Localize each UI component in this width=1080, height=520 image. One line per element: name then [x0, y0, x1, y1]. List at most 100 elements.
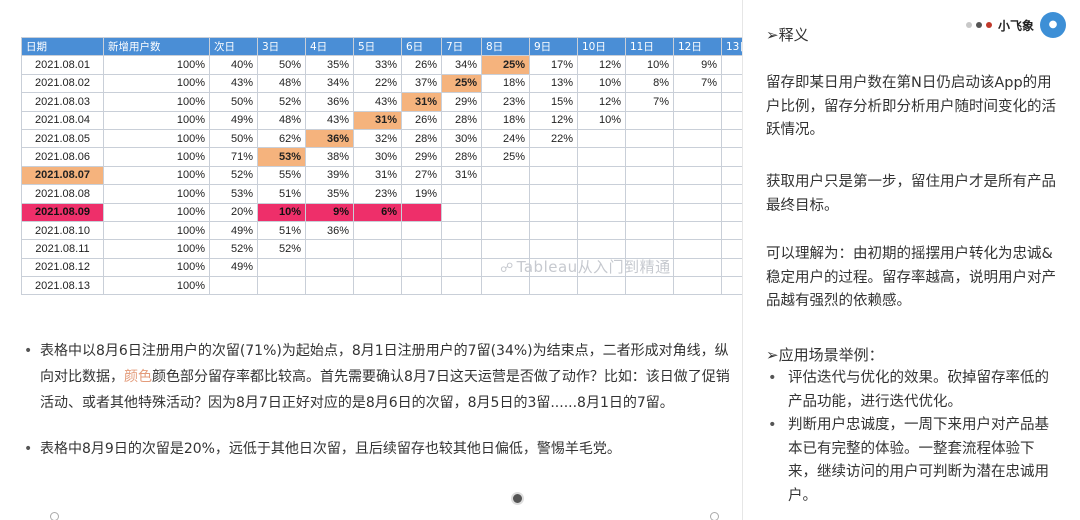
brand-dots-icon	[965, 22, 992, 28]
table-row: 2021.08.08 100% 53% 51% 35% 23% 19%	[21, 184, 770, 204]
table-cell: 12%	[577, 92, 626, 112]
table-cell	[441, 239, 482, 259]
cursor-icon	[511, 492, 524, 505]
table-cell	[353, 220, 402, 241]
brand-name: 小飞象	[997, 18, 1034, 33]
table-cell	[673, 257, 722, 278]
table-cell: 100%	[103, 55, 210, 75]
table-cell	[257, 276, 306, 296]
table-row: 2021.08.09 100% 20% 10% 9% 6%	[21, 202, 770, 222]
table-cell: 25%	[481, 55, 530, 75]
table-cell: 52%	[257, 239, 306, 259]
table-cell: 43%	[353, 92, 402, 112]
table-cell: 29%	[401, 147, 442, 167]
table-cell	[577, 257, 626, 278]
table-cell	[441, 276, 482, 296]
column-header: 12日	[673, 36, 722, 57]
table-cell	[401, 202, 442, 222]
table-cell	[441, 202, 482, 222]
list-item: • 表格中以8月6日注册用户的次留(71%)为起始点，8月1日注册用户的7留(3…	[22, 338, 732, 416]
table-cell	[577, 165, 626, 186]
table-row: 2021.08.10 100% 49% 51% 36%	[21, 220, 770, 241]
table-cell	[673, 128, 722, 149]
table-cell: 100%	[103, 165, 210, 186]
definition-paragraph: 留存即某日用户数在第N日仍启动该App的用户比例，留存分析即分析用户随时间变化的…	[766, 75, 1056, 138]
column-header: 8日	[481, 36, 530, 57]
table-cell: 52%	[257, 92, 306, 112]
table-cell: 23%	[353, 184, 402, 204]
table-cell	[673, 220, 722, 241]
table-cell: 8%	[625, 73, 674, 94]
scenario-heading: ➢应用场景举例：	[766, 346, 884, 364]
table-cell	[673, 92, 722, 112]
table-cell: 100%	[103, 220, 210, 241]
date-cell: 2021.08.05	[21, 128, 104, 149]
table-cell: 37%	[401, 73, 442, 94]
date-cell: 2021.08.09	[21, 202, 104, 222]
table-cell: 20%	[209, 202, 258, 222]
table-cell	[625, 147, 674, 167]
scenario-list: • 评估迭代与优化的效果。砍掉留存率低的产品功能，进行迭代优化。 • 判断用户忠诚度…	[766, 367, 1058, 508]
table-cell: 49%	[209, 257, 258, 278]
retention-table: 日期 新增用户数 次日 3日 4日 5日 6日 7日 8日 9日 10日 11日 12日 13日 2021…	[21, 36, 770, 296]
table-cell	[209, 276, 258, 296]
table-cell: 36%	[305, 220, 354, 241]
table-cell: 100%	[103, 110, 210, 130]
table-cell: 12%	[577, 55, 626, 75]
column-header: 5日	[353, 36, 402, 57]
date-cell: 2021.08.01	[21, 55, 104, 75]
definition-paragraph: 获取用户只是第一步，留住用户才是所有产品最终目标。	[766, 174, 1056, 214]
table-cell: 49%	[209, 220, 258, 241]
table-cell	[577, 220, 626, 241]
table-row: 2021.08.06 100% 71% 53% 38% 30% 29% 28% 25%	[21, 147, 770, 167]
table-cell	[625, 184, 674, 204]
table-cell: 25%	[481, 147, 530, 167]
table-cell: 51%	[257, 220, 306, 241]
table-cell: 100%	[103, 92, 210, 112]
bullet-dot-icon: •	[768, 370, 777, 386]
right-panel: 小飞象 ● ➢释义 留存即某日用户数在第N日仍启动该App的用户比例，留存分析即…	[742, 0, 1080, 520]
table-cell: 52%	[209, 239, 258, 259]
table-cell: 100%	[103, 239, 210, 259]
table-cell	[577, 202, 626, 222]
table-row: 2021.08.07 100% 52% 55% 39% 31% 27% 31%	[21, 165, 770, 186]
table-row: 2021.08.01 100% 40% 50% 35% 33% 26% 34% 25% 17% 12…	[21, 55, 770, 75]
table-cell: 22%	[529, 128, 578, 149]
table-cell	[625, 110, 674, 130]
table-cell: 10%	[257, 202, 306, 222]
column-header: 7日	[441, 36, 482, 57]
bullet-dot-icon: •	[24, 343, 33, 359]
table-cell: 100%	[103, 276, 210, 296]
table-cell: 7%	[673, 73, 722, 94]
table-row: 2021.08.02 100% 43% 48% 34% 22% 37% 25% 18% 13% 10…	[21, 73, 770, 94]
list-item: • 表格中8月9日的次留是20%，远低于其他日次留，且后续留存也较其他日偏低，警…	[22, 436, 732, 462]
table-cell: 39%	[305, 165, 354, 186]
scenario-text: 评估迭代与优化的效果。砍掉留存率低的产品功能，进行迭代优化。	[788, 370, 1049, 410]
table-cell: 15%	[529, 92, 578, 112]
table-cell: 10%	[577, 73, 626, 94]
table-cell	[305, 257, 354, 278]
column-header: 新增用户数	[103, 36, 210, 57]
date-cell: 2021.08.02	[21, 73, 104, 94]
date-cell: 2021.08.12	[21, 257, 104, 278]
table-cell: 35%	[305, 55, 354, 75]
table-cell	[673, 276, 722, 296]
column-header: 日期	[21, 36, 104, 57]
table-cell: 25%	[441, 73, 482, 94]
table-cell	[673, 110, 722, 130]
table-cell	[577, 184, 626, 204]
table-cell: 100%	[103, 128, 210, 149]
table-cell: 27%	[401, 165, 442, 186]
table-cell: 17%	[529, 55, 578, 75]
elephant-logo-icon: ●	[1040, 12, 1066, 38]
watermark: ☍ Tableau从入门到精通	[500, 256, 671, 277]
table-cell: 31%	[353, 110, 402, 130]
table-cell: 50%	[257, 55, 306, 75]
table-cell: 36%	[305, 92, 354, 112]
table-cell: 53%	[257, 147, 306, 167]
table-cell: 10%	[625, 55, 674, 75]
table-cell	[673, 165, 722, 186]
table-cell: 35%	[305, 184, 354, 204]
table-cell	[529, 202, 578, 222]
table-cell	[625, 202, 674, 222]
